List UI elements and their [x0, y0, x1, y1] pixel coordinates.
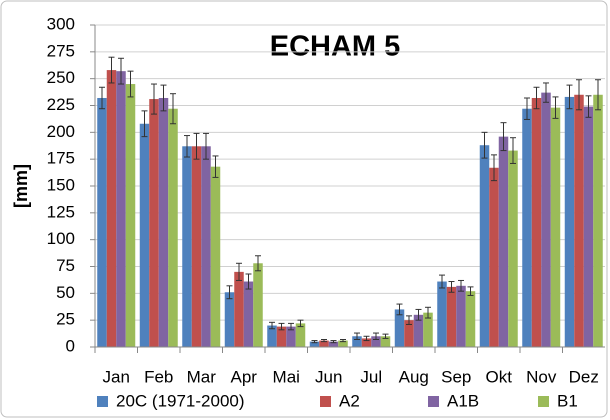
- legend-label: B1: [557, 391, 578, 410]
- bar: [234, 271, 244, 347]
- bar: [97, 97, 107, 347]
- x-tick-label: Jan: [103, 367, 130, 386]
- bar: [531, 97, 542, 347]
- legend-label: 20C (1971-2000): [116, 391, 245, 410]
- bar: [446, 286, 457, 347]
- legend-swatch: [97, 396, 108, 407]
- bar: [158, 97, 169, 347]
- x-tick-label: Nov: [526, 367, 557, 386]
- bar: [295, 323, 306, 347]
- y-tick-label: 125: [47, 202, 75, 221]
- bar: [550, 107, 561, 347]
- y-tick-label: 275: [47, 41, 75, 60]
- bar: [352, 336, 362, 347]
- bar: [243, 281, 254, 347]
- bar: [437, 281, 447, 347]
- x-tick-label: Jun: [315, 367, 342, 386]
- y-tick-label: 300: [47, 14, 75, 33]
- y-tick-label: 175: [47, 149, 75, 168]
- bar: [564, 96, 575, 347]
- bar: [328, 341, 339, 347]
- x-tick-label: Mai: [273, 367, 300, 386]
- bar: [394, 309, 405, 347]
- bar: [574, 94, 584, 348]
- y-tick-label: 50: [56, 283, 75, 302]
- bar: [116, 71, 126, 348]
- bar: [456, 285, 466, 347]
- bar: [224, 292, 235, 347]
- bar: [309, 341, 320, 347]
- bar: [489, 167, 499, 347]
- legend-label: A1B: [447, 391, 479, 410]
- bar: [276, 326, 287, 347]
- bar: [182, 146, 192, 347]
- x-tick-label: Aug: [399, 367, 429, 386]
- bar: [267, 325, 277, 347]
- bar: [498, 136, 509, 347]
- bar: [253, 263, 263, 347]
- y-tick-label: 75: [56, 256, 75, 275]
- y-tick-label: 200: [47, 122, 75, 141]
- bar: [210, 166, 221, 347]
- bar: [149, 99, 159, 347]
- x-tick-label: Apr: [231, 367, 258, 386]
- legend-label: A2: [339, 391, 360, 410]
- bar: [191, 146, 202, 347]
- y-tick-label: 0: [66, 336, 75, 355]
- bar: [380, 336, 391, 347]
- x-tick-label: Dez: [569, 367, 599, 386]
- bar: [413, 314, 424, 347]
- bar: [404, 320, 414, 347]
- bar: [371, 336, 381, 347]
- y-tick-label: 100: [47, 229, 75, 248]
- bar: [338, 340, 348, 347]
- bar: [522, 108, 532, 347]
- bar: [593, 94, 603, 348]
- bar: [583, 106, 594, 347]
- bar: [286, 326, 296, 347]
- bar: [423, 312, 433, 347]
- x-tick-label: Okt: [486, 367, 513, 386]
- y-tick-label: 225: [47, 95, 75, 114]
- x-tick-label: Feb: [144, 367, 173, 386]
- bar: [465, 291, 476, 347]
- y-tick-label: 25: [56, 310, 75, 329]
- x-tick-label: Mar: [187, 367, 217, 386]
- bar: [479, 145, 490, 347]
- legend-swatch: [538, 396, 549, 407]
- y-axis-label: [mm]: [11, 164, 31, 208]
- y-tick-label: 150: [47, 175, 75, 194]
- bar: [106, 70, 117, 347]
- bar: [541, 92, 551, 348]
- chart-title: ECHAM 5: [270, 31, 401, 63]
- bar: [361, 338, 372, 347]
- x-tick-label: Jul: [360, 367, 382, 386]
- bar: [319, 340, 329, 347]
- y-tick-label: 250: [47, 68, 75, 87]
- bar: [168, 108, 178, 347]
- legend-swatch: [428, 396, 439, 407]
- legend-swatch: [320, 396, 331, 407]
- bar: [508, 150, 518, 347]
- bar: [125, 84, 136, 348]
- bar: [139, 123, 150, 347]
- bar: [201, 146, 211, 347]
- x-tick-label: Sep: [441, 367, 471, 386]
